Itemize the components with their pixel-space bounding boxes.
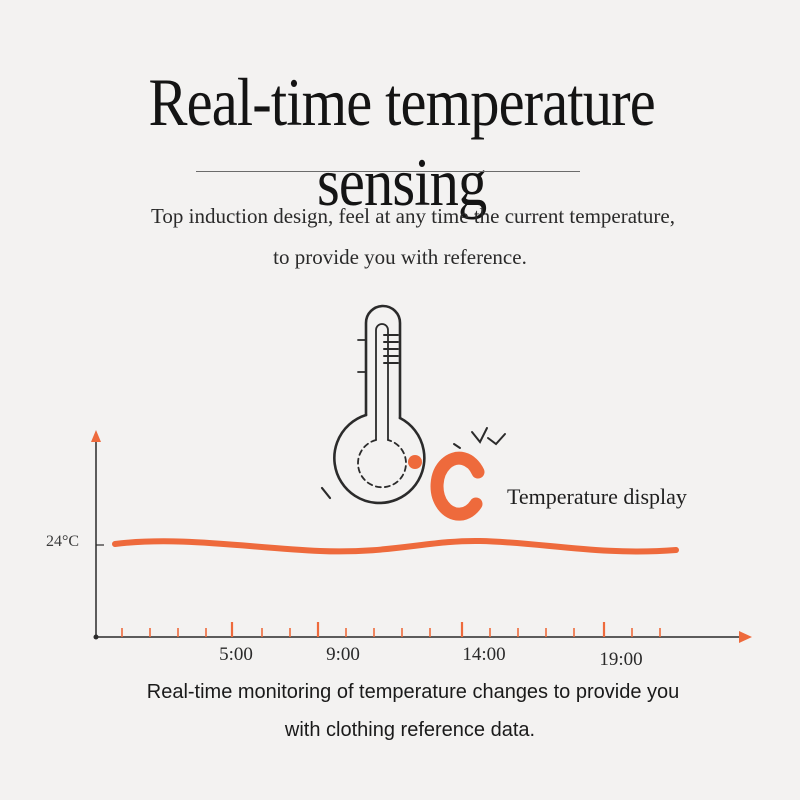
degree-dot (408, 455, 422, 469)
y-axis-label: 24°C (46, 533, 80, 550)
subtitle-line-2: to provide you with reference. (273, 245, 527, 269)
page-title: Real-time temperature sensing (148, 64, 655, 220)
caption-line-1: Real-time monitoring of temperature chan… (146, 681, 680, 703)
thermometer-icon (320, 304, 426, 505)
temperature-display-label: Temperature display (507, 484, 687, 509)
subtitle-line-1: Top induction design, feel at any time t… (151, 204, 675, 228)
time-label-9: 9:00 (326, 644, 360, 665)
title-divider (196, 171, 580, 172)
time-label-14: 14:00 (462, 644, 506, 665)
time-label-5: 5:00 (219, 644, 253, 665)
temperature-curve (112, 537, 679, 555)
caption-line-2: with clothing reference data. (284, 719, 536, 741)
sparkle-icon (453, 427, 506, 449)
x-axis-ticks (121, 622, 661, 637)
celsius-c-icon (430, 451, 485, 521)
time-label-19: 19:00 (599, 649, 643, 670)
